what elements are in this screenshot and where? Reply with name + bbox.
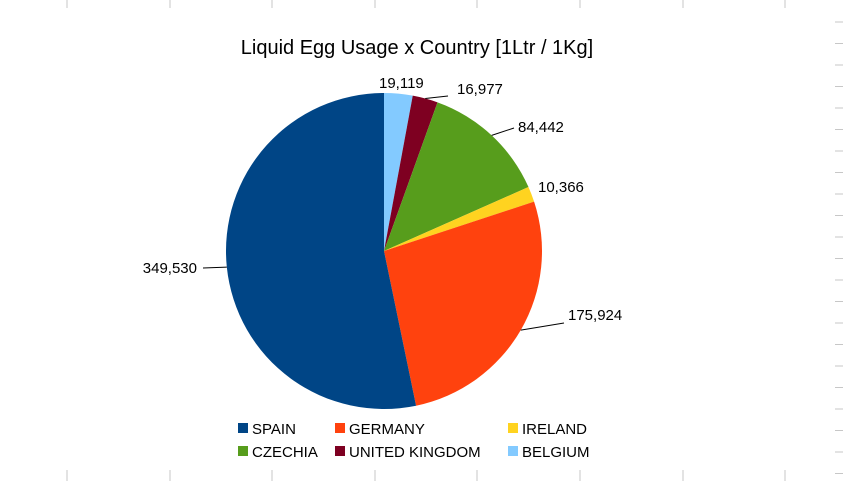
pie-slice-belgium: [384, 93, 413, 251]
legend-label-ireland: IRELAND: [522, 421, 587, 438]
pie-slice-czechia: [384, 102, 529, 251]
legend-label-czechia: CZECHIA: [252, 444, 318, 461]
leader-line-czechia: [491, 127, 515, 136]
leader-line-spain: [202, 266, 227, 269]
legend-swatch-united-kingdom: [335, 446, 345, 456]
leader-line-germany: [520, 322, 565, 331]
legend-swatch-germany: [335, 423, 345, 433]
legend-label-germany: GERMANY: [349, 421, 425, 438]
data-label-belgium: 19,119: [379, 75, 424, 92]
legend-label-belgium: BELGIUM: [522, 444, 590, 461]
legend-swatch-belgium: [508, 446, 518, 456]
data-label-united-kingdom: 16,977: [457, 81, 503, 98]
legend-label-united-kingdom: UNITED KINGDOM: [349, 444, 481, 461]
pie-slice-germany: [384, 201, 542, 406]
legend-swatch-spain: [238, 423, 248, 433]
spreadsheet-gridline-ticks: [66, 0, 843, 481]
pie-slices: [225, 93, 542, 409]
pie-slice-united-kingdom: [384, 95, 438, 251]
data-labels: 19,119 16,977 84,442 10,366 175,924 349,530: [143, 75, 622, 324]
leader-line-united-kingdom: [425, 95, 449, 99]
pie-slice-ireland: [384, 187, 535, 251]
pie-slice-spain: [225, 93, 417, 409]
data-label-spain: 349,530: [143, 260, 197, 277]
legend-label-spain: SPAIN: [252, 421, 296, 438]
chart-legend: SPAIN GERMANY IRELAND CZECHIA UNITED KINGDOM…: [238, 421, 590, 461]
data-label-germany: 175,924: [568, 307, 622, 324]
data-label-ireland: 10,366: [538, 179, 584, 196]
legend-swatch-czechia: [238, 446, 248, 456]
data-label-leader-lines: [202, 95, 565, 331]
chart-title: Liquid Egg Usage x Country [1Ltr / 1Kg]: [241, 37, 593, 59]
data-label-czechia: 84,442: [518, 119, 564, 136]
legend-swatch-ireland: [508, 423, 518, 433]
